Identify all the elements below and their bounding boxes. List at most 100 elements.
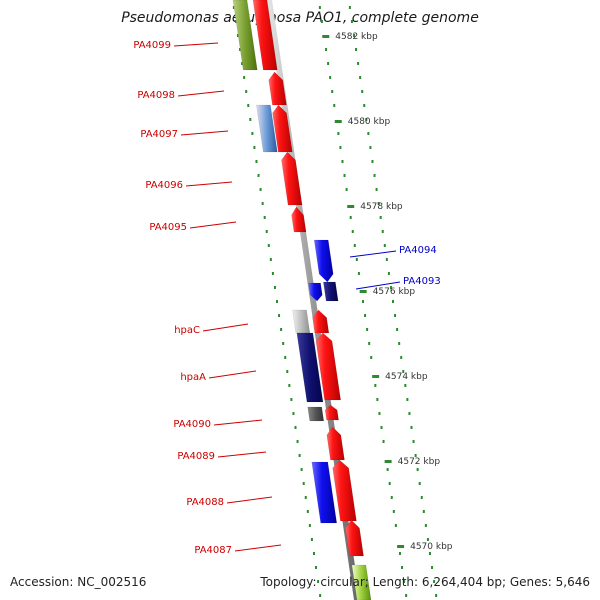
- gene-arrow[interactable]: [312, 309, 330, 334]
- track-dot: [435, 594, 438, 597]
- gene-label-pa4099[interactable]: PA4099: [133, 40, 171, 51]
- ruler-label: 4580 kbp: [348, 117, 391, 127]
- gene-label-pa4087[interactable]: PA4087: [194, 545, 232, 556]
- track-dot: [320, 20, 323, 23]
- track-dot: [416, 468, 419, 471]
- track-dot: [319, 594, 322, 597]
- track-dot: [420, 496, 423, 499]
- track-dot: [414, 454, 417, 457]
- gene-arrow[interactable]: [345, 519, 364, 557]
- track-dot: [368, 342, 371, 345]
- track-dot: [292, 412, 295, 415]
- track-dot: [300, 468, 303, 471]
- track-dot: [339, 146, 342, 149]
- gene-arrow[interactable]: [313, 239, 334, 283]
- track-dot: [243, 76, 246, 79]
- ruler-tick: [322, 35, 330, 38]
- track-dot: [306, 510, 309, 513]
- gene-arrow[interactable]: [332, 459, 357, 522]
- track-dot: [352, 34, 355, 37]
- gene-label-pa4088[interactable]: PA4088: [186, 497, 224, 508]
- leader-line: [189, 221, 237, 229]
- track-dot: [259, 188, 262, 191]
- gene-label-pa4097[interactable]: PA4097: [140, 129, 178, 140]
- gene-arrow[interactable]: [268, 71, 287, 106]
- track-dot: [392, 300, 395, 303]
- track-dot: [304, 496, 307, 499]
- gene-block-dark[interactable]: [307, 406, 325, 422]
- track-dot: [253, 146, 256, 149]
- track-dot: [386, 468, 389, 471]
- gene-label-pa4094[interactable]: PA4094: [399, 245, 437, 256]
- track-dot: [362, 300, 365, 303]
- ruler-label: 4582 kbp: [335, 32, 378, 42]
- track-dot: [375, 188, 378, 191]
- gene-block-lime[interactable]: [351, 564, 372, 600]
- track-dot: [353, 244, 356, 247]
- track-dot: [405, 594, 408, 597]
- gene-arrow[interactable]: [326, 426, 345, 461]
- track-dot: [350, 20, 353, 23]
- track-dot: [403, 580, 406, 583]
- gene-arrow[interactable]: [281, 151, 303, 206]
- track-dot: [381, 230, 384, 233]
- track-dot: [383, 244, 386, 247]
- ruler-label: 4572 kbp: [398, 457, 441, 467]
- track-dot: [401, 566, 404, 569]
- ruler-tick: [372, 375, 380, 378]
- leader-line: [226, 496, 273, 504]
- track-dot: [249, 118, 252, 121]
- track-dot: [355, 258, 358, 261]
- track-dot: [294, 426, 297, 429]
- track-dot: [370, 356, 373, 359]
- track-dot: [373, 174, 376, 177]
- gene-block-blue[interactable]: [311, 461, 338, 524]
- track-dot: [355, 48, 358, 51]
- track-dot: [412, 440, 415, 443]
- gene-block-navy[interactable]: [296, 332, 324, 403]
- track-dot: [345, 188, 348, 191]
- gene-label-pa4098[interactable]: PA4098: [137, 90, 175, 101]
- gene-arrow[interactable]: [315, 332, 341, 401]
- track-dot: [357, 62, 360, 65]
- gene-label-pa4095[interactable]: PA4095: [149, 222, 187, 233]
- track-dot: [257, 174, 260, 177]
- track-dot: [325, 48, 328, 51]
- ruler-tick: [384, 460, 392, 463]
- track-dot: [276, 300, 279, 303]
- gene-label-pa4089[interactable]: PA4089: [177, 451, 215, 462]
- gene-label-pa4096[interactable]: PA4096: [145, 180, 183, 191]
- track-dot: [234, 20, 237, 23]
- track-dot: [312, 552, 315, 555]
- track-dot: [349, 216, 352, 219]
- gene-arrow[interactable]: [272, 104, 293, 153]
- gene-block-navy[interactable]: [323, 281, 339, 302]
- track-dot: [331, 90, 334, 93]
- track-dot: [361, 90, 364, 93]
- gene-block-steel[interactable]: [256, 104, 278, 153]
- ruler-tick: [334, 120, 342, 123]
- ruler-label: 4578 kbp: [360, 202, 403, 212]
- track-dot: [261, 202, 264, 205]
- track-dot: [422, 510, 425, 513]
- track-dot: [428, 552, 431, 555]
- gene-arrow[interactable]: [252, 0, 278, 71]
- gene-arrow[interactable]: [291, 206, 307, 233]
- gene-arrow[interactable]: [324, 404, 339, 421]
- track-dot: [377, 202, 380, 205]
- gene-block-gray[interactable]: [292, 309, 311, 334]
- track-dot: [273, 286, 276, 289]
- track-dot: [418, 482, 421, 485]
- gene-label-hpaa[interactable]: hpaA: [180, 372, 206, 383]
- gene-label-pa4090[interactable]: PA4090: [173, 419, 211, 430]
- track-dot: [366, 328, 369, 331]
- gene-label-pa4093[interactable]: PA4093: [403, 276, 441, 287]
- track-dot: [394, 524, 397, 527]
- gene-arrow[interactable]: [308, 282, 323, 302]
- track-dot: [232, 6, 235, 9]
- track-dot: [265, 230, 268, 233]
- gene-block-olive[interactable]: [232, 0, 258, 71]
- gene-label-hpac[interactable]: hpaC: [174, 325, 200, 336]
- leader-line: [349, 250, 397, 258]
